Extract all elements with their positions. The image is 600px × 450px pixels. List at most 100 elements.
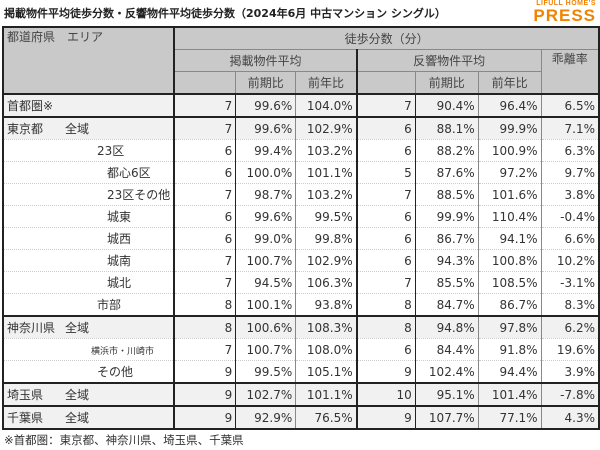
row-area: 都心6区 [107,166,151,180]
cell-value: 94.8% [414,315,479,339]
table-row: 首都圏※ 7 99.6% 104.0% 7 90.4% 96.4% 6.5% [1,93,600,118]
cell-value: 94.3% [414,249,479,272]
row-area: 全域 [65,122,90,136]
cell-value: 6.2% [540,315,600,339]
row-prefecture: 千葉県 [7,411,44,425]
cell-value: 86.7% [477,293,542,317]
header-listed-yoy: 前年比 [295,71,358,95]
cell-value: 6 [173,139,237,162]
cell-value: 88.2% [414,139,479,162]
cell-value: 99.9% [477,116,542,140]
cell-value: 95.1% [414,382,479,407]
cell-value: 9.7% [540,161,600,184]
cell-value: 99.4% [235,139,297,162]
cell-value: 99.9% [414,205,479,228]
cell-value: 9 [356,360,416,384]
cell-value: 6.3% [540,139,600,162]
cell-value: 99.6% [235,205,297,228]
cell-value: 100.7% [235,249,297,272]
cell-value: 100.8% [477,249,542,272]
cell-value: 9 [173,382,237,407]
cell-value: 99.5% [295,205,358,228]
row-area: 全域 [65,411,90,425]
cell-value: 102.4% [414,360,479,384]
cell-value: 7 [356,271,416,294]
table-row: その他 9 99.5% 105.1% 9 102.4% 94.4% 3.9% [1,360,600,384]
cell-value: 101.1% [295,161,358,184]
cell-value: 108.5% [477,271,542,294]
cell-value: 9 [173,360,237,384]
cell-value: 93.8% [295,293,358,317]
row-area: 城西 [107,232,132,246]
cell-value: 8 [356,315,416,339]
header-response-qoq: 前期比 [414,71,479,95]
cell-value: 9 [356,405,416,430]
cell-value: 6 [356,249,416,272]
header-area: 都道府県 エリア [1,26,176,95]
cell-value: 100.7% [235,338,297,361]
row-area: 全域 [65,388,90,402]
cell-value: 101.6% [477,183,542,206]
table-row: 東京都 全域 7 99.6% 102.9% 6 88.1% 99.9% 7.1% [1,116,600,140]
cell-value: -7.8% [540,382,600,407]
cell-value: 108.0% [295,338,358,361]
cell-value: 100.6% [235,315,297,339]
cell-value: 100.1% [235,293,297,317]
cell-value: 4.3% [540,405,600,430]
cell-value: 88.1% [414,116,479,140]
cell-value: 99.0% [235,227,297,250]
cell-value: 103.2% [295,183,358,206]
cell-value: 103.2% [295,139,358,162]
cell-value: 87.6% [414,161,479,184]
cell-value: 84.4% [414,338,479,361]
table-row: 城北 7 94.5% 106.3% 7 85.5% 108.5% -3.1% [1,271,600,294]
cell-value: 6 [356,338,416,361]
cell-value: 99.5% [235,360,297,384]
cell-value: 8.3% [540,293,600,317]
cell-value: 76.5% [295,405,358,430]
cell-value: 7 [173,338,237,361]
cell-value: 106.3% [295,271,358,294]
header-response-avg: 反響物件平均 [356,49,542,72]
cell-value: 91.8% [477,338,542,361]
header-response-yoy: 前年比 [477,71,542,95]
cell-value: 96.4% [477,93,542,118]
cell-value: 110.4% [477,205,542,228]
row-area: 23区 [97,144,125,158]
cell-value: 7 [173,249,237,272]
table-row: 城東 6 99.6% 99.5% 6 99.9% 110.4% -0.4% [1,205,600,228]
cell-value: 90.4% [414,93,479,118]
cell-value: 8 [173,315,237,339]
cell-value: 94.4% [477,360,542,384]
row-prefecture: 埼玉県 [7,388,44,402]
row-area: 横浜市・川崎市 [91,346,155,357]
header-listed-avg: 掲載物件平均 [173,49,358,72]
cell-value: 99.6% [235,116,297,140]
cell-value: 77.1% [477,405,542,430]
lifull-homes-press-logo: LIFULL HOME'S PRESS [533,0,596,25]
cell-value: 5 [356,161,416,184]
cell-value: 104.0% [295,93,358,118]
cell-value: 100.0% [235,161,297,184]
cell-value: 99.8% [295,227,358,250]
cell-value: 102.9% [295,116,358,140]
table-row: 都心6区 6 100.0% 101.1% 5 87.6% 97.2% 9.7% [1,161,600,184]
table-row: 埼玉県 全域 9 102.7% 101.1% 10 95.1% 101.4% -7.8% [1,382,600,407]
cell-value: 94.5% [235,271,297,294]
table-row: 23区その他 7 98.7% 103.2% 7 88.5% 101.6% 3.8% [1,183,600,206]
cell-value: 6.5% [540,93,600,118]
page-title: 掲載物件平均徒歩分数・反響物件平均徒歩分数（2024年6月 中古マンション シン… [4,7,446,20]
cell-value: 102.7% [235,382,297,407]
cell-value: 3.8% [540,183,600,206]
table-row: 23区 6 99.4% 103.2% 6 88.2% 100.9% 6.3% [1,139,600,162]
cell-value: 10 [356,382,416,407]
cell-value: 88.5% [414,183,479,206]
row-area: その他 [97,365,134,379]
cell-value: 6 [356,205,416,228]
cell-value: 101.1% [295,382,358,407]
header-listed-qoq: 前期比 [235,71,297,95]
row-prefecture: 神奈川県 [7,321,56,335]
cell-value: 105.1% [295,360,358,384]
cell-value: 94.1% [477,227,542,250]
cell-value: 7 [173,93,237,118]
